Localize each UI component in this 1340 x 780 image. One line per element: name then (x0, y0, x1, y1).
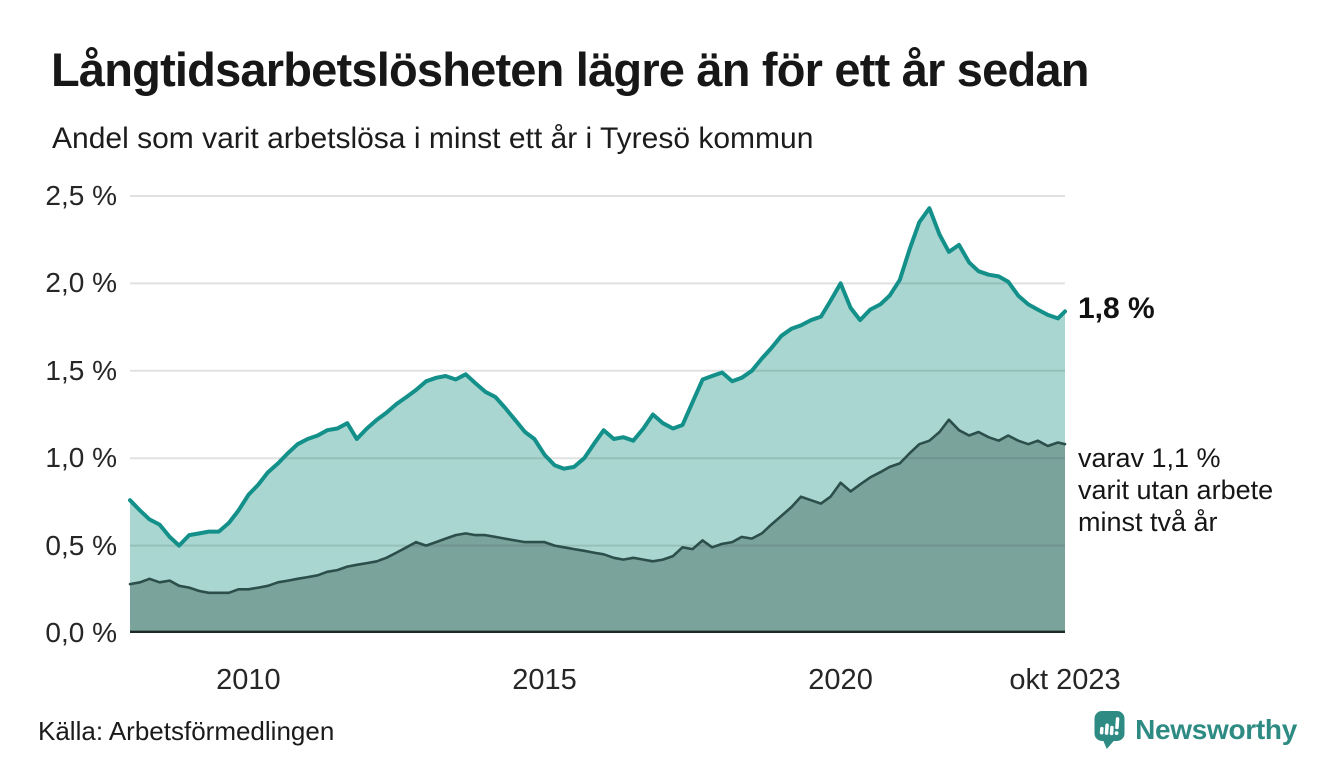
area-minst-tva-ar (130, 419, 1065, 633)
x-tick-label: 2015 (512, 664, 577, 696)
y-tick-label: 0,0 % (45, 617, 117, 648)
y-tick-label: 1,0 % (45, 442, 117, 474)
x-tick-label: 2020 (808, 664, 873, 696)
x-tick-label: okt 2023 (1009, 664, 1121, 696)
page-title: Långtidsarbetslösheten lägre än för ett … (51, 43, 1089, 96)
two-year-note-line: minst två år (1078, 507, 1218, 537)
newsworthy-pin-icon (1094, 711, 1125, 749)
area-chart-plot (128, 195, 1067, 633)
y-tick-label: 1,5 % (45, 354, 117, 386)
chart-subtitle: Andel som varit arbetslösa i minst ett å… (52, 122, 814, 155)
y-tick-label: 2,0 % (45, 267, 117, 299)
y-tick-label: 2,5 % (45, 180, 117, 211)
two-year-note-line: varit utan arbete (1078, 475, 1274, 505)
y-tick-label: 0,5 % (45, 529, 117, 561)
line-minst-ett-ar (128, 206, 1067, 548)
two-year-note-line: varav 1,1 % (1078, 443, 1221, 473)
line-minst-tva-ar (128, 418, 1067, 595)
value-label-latest-total: 1,8 % (1078, 292, 1155, 325)
brand-name: Newsworthy (1135, 714, 1297, 745)
source-note: Källa: Arbetsförmedlingen (38, 716, 335, 746)
x-tick-label: 2010 (216, 664, 281, 696)
value-label-two-year-note: varav 1,1 % varit utan arbete minst två … (1078, 442, 1273, 538)
brand-logo: Newsworthy (1094, 710, 1297, 750)
